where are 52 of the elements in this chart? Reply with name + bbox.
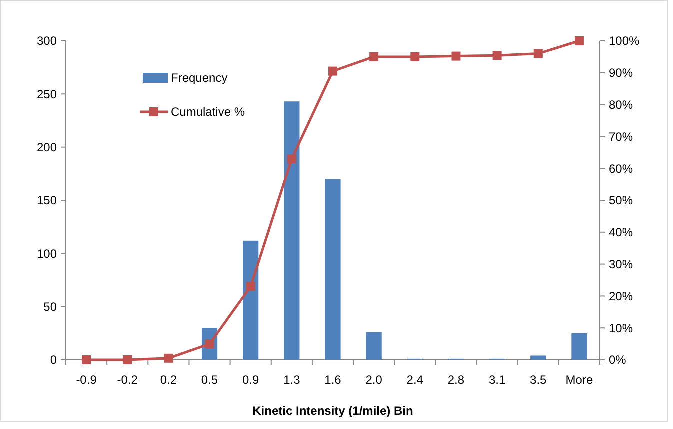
y2-tick-label: 100% bbox=[609, 34, 640, 48]
point bbox=[82, 356, 92, 364]
point bbox=[123, 356, 132, 364]
bar bbox=[530, 356, 546, 360]
point bbox=[410, 52, 420, 62]
x-tick-label: 2.8 bbox=[448, 373, 465, 387]
x-axis-title: Kinetic Intensity (1/mile) Bin bbox=[252, 404, 414, 418]
y-tick-label: 250 bbox=[36, 87, 58, 102]
y2-tick-label: 70% bbox=[609, 130, 634, 144]
x-tick-label: -0.2 bbox=[117, 373, 138, 387]
point bbox=[574, 36, 584, 46]
y2-tick-label: 10% bbox=[609, 321, 634, 336]
y-tick-label: 300 bbox=[36, 34, 58, 48]
point bbox=[246, 282, 256, 292]
point bbox=[328, 66, 338, 76]
x-tick-label: 3.1 bbox=[488, 373, 506, 387]
x-tick-label: 0.2 bbox=[160, 373, 178, 387]
y2-tick-label: 30% bbox=[609, 258, 634, 272]
point bbox=[534, 49, 543, 58]
x-tick-label: 0.9 bbox=[242, 373, 260, 387]
bar bbox=[572, 333, 588, 360]
legend-label: Frequency bbox=[171, 71, 228, 86]
point bbox=[370, 52, 379, 62]
point bbox=[492, 51, 502, 60]
y2-tick-label: 50% bbox=[609, 194, 634, 208]
y-tick-label: 150 bbox=[36, 194, 58, 208]
x-tick-label: 0.5 bbox=[201, 373, 218, 387]
y2-tick-label: 0% bbox=[609, 353, 627, 368]
y2-tick-label: 90% bbox=[609, 66, 634, 80]
y-tick-label: 0 bbox=[50, 353, 58, 368]
point bbox=[287, 154, 296, 164]
point bbox=[164, 354, 174, 363]
bar bbox=[243, 240, 259, 360]
x-tick-label: 1.6 bbox=[324, 373, 342, 387]
y2-tick-label: 40% bbox=[609, 226, 634, 240]
legend-label: Cumulative % bbox=[171, 105, 246, 120]
y-tick-label: 50 bbox=[44, 300, 58, 314]
bar bbox=[284, 102, 300, 360]
x-tick-label: 2.0 bbox=[366, 373, 383, 387]
bar bbox=[325, 179, 341, 360]
x-tick-label: -0.9 bbox=[76, 373, 98, 387]
x-tick-label: More bbox=[566, 373, 594, 387]
x-tick-label: 1.3 bbox=[284, 373, 301, 387]
y-tick-label: 100 bbox=[36, 246, 58, 261]
point bbox=[452, 52, 461, 61]
x-tick-label: 2.4 bbox=[406, 373, 424, 387]
bar bbox=[366, 332, 382, 360]
x-tick-label: 3.5 bbox=[530, 373, 548, 387]
y2-tick-label: 80% bbox=[609, 98, 634, 112]
y-tick-label: 200 bbox=[36, 140, 58, 155]
y2-tick-label: 20% bbox=[609, 289, 634, 304]
y2-tick-label: 60% bbox=[609, 162, 634, 176]
